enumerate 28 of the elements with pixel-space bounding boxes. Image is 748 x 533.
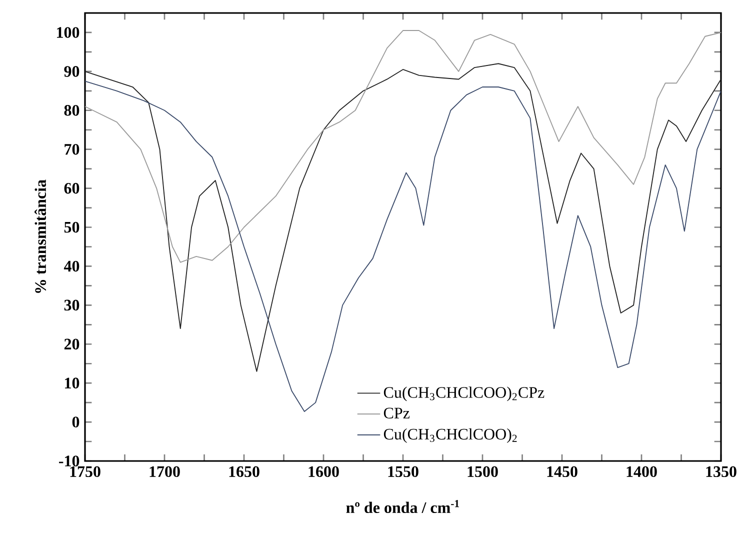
y-tick-label: 20 [64,338,80,350]
x-tick-label: 1450 [547,466,578,478]
x-tick-label: 1750 [70,466,100,478]
x-tick-label: 1650 [229,466,260,478]
y-tick-label: 100 [57,27,80,38]
line-series [85,30,721,263]
x-tick-label: 1500 [468,466,498,478]
y-tick-label: 80 [64,104,80,116]
legend-label: Cu(CH$_{3}$CHClCOO)$_{2}$CPz [384,386,544,402]
y-tick-label: 60 [64,182,80,194]
x-tick-label: 1600 [308,466,339,478]
x-tick-label: 1700 [150,466,180,478]
legend-label: Cu(CH$_{3}$CHClCOO)$_{2}$ [384,428,517,443]
x-tick-label: 1550 [388,466,418,478]
x-tick-label: 1400 [626,466,657,478]
y-tick-label: -10 [59,456,80,466]
x-axis-title: nº de onda / cm$^{-1}$ [346,500,459,514]
x-tick-label: 1350 [706,466,736,478]
y-axis-title: % transmitância [34,180,46,293]
y-tick-label: 0 [72,416,80,428]
y-tick-label: 40 [64,260,80,272]
y-tick-label: 50 [64,222,80,233]
y-tick-label: 30 [64,300,80,311]
legend-label: CPz [384,408,410,418]
y-tick-label: 10 [65,378,80,388]
y-tick-label: 70 [64,144,80,155]
y-tick-label: 90 [64,66,80,77]
line-series [85,63,721,372]
